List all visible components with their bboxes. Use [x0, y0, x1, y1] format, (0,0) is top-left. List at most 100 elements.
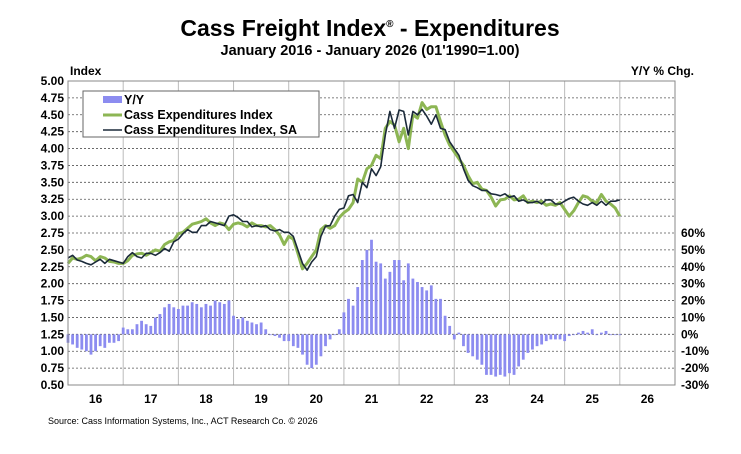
yy-bar: [347, 298, 350, 335]
yy-bar: [374, 261, 378, 335]
yy-bar: [163, 307, 166, 335]
right-tick-label: -10%: [681, 344, 709, 358]
yy-bar: [595, 334, 599, 336]
yy-bar: [255, 324, 258, 335]
legend-label-yy: Y/Y: [124, 93, 145, 107]
yy-bar: [590, 329, 594, 335]
left-tick-label: 1.00: [41, 344, 65, 358]
index-sa-line: [67, 108, 621, 272]
yy-bar: [452, 334, 456, 340]
yy-bar: [287, 334, 291, 342]
yy-bar: [310, 334, 314, 369]
yy-bar: [425, 290, 429, 335]
right-tick-label: 60%: [681, 226, 705, 240]
yy-bar: [485, 334, 488, 375]
yy-bar: [360, 260, 364, 335]
left-tick-label: 2.25: [41, 260, 65, 274]
yy-bar: [135, 324, 139, 335]
yy-bar: [181, 305, 185, 335]
yy-bar: [508, 334, 511, 374]
yy-bar: [259, 322, 263, 335]
yy-bar: [71, 334, 74, 345]
left-tick-label: 5.00: [41, 74, 65, 88]
left-tick-label: 2.50: [41, 243, 65, 257]
x-tick-label: 18: [199, 392, 213, 406]
yy-bar: [567, 334, 571, 337]
right-axis-label: Y/Y % Chg.: [631, 64, 694, 78]
yy-bar: [75, 334, 79, 348]
yy-bar: [563, 334, 567, 342]
yy-bar: [462, 334, 465, 347]
x-tick-label: 19: [254, 392, 268, 406]
yy-bar: [370, 239, 373, 335]
yy-bar: [618, 334, 622, 336]
yy-bar: [494, 334, 498, 377]
chart-title: Cass Freight Index® - Expenditures: [180, 15, 559, 41]
yy-bar: [572, 334, 576, 336]
yy-bar: [333, 334, 337, 336]
yy-bar: [172, 307, 176, 335]
yy-bar: [121, 327, 125, 335]
yy-bar: [144, 324, 148, 335]
yy-bar: [282, 334, 286, 342]
yy-bar: [475, 334, 479, 360]
yy-bar: [503, 334, 507, 377]
left-tick-label: 3.00: [41, 209, 65, 223]
yy-bar: [613, 334, 617, 336]
x-tick-label: 21: [365, 392, 379, 406]
left-tick-label: 2.75: [41, 226, 65, 240]
x-tick-label: 17: [144, 392, 158, 406]
yy-bar: [535, 334, 539, 347]
yy-bar: [94, 334, 97, 352]
yy-bar: [342, 312, 346, 335]
yy-bar: [429, 285, 433, 335]
yy-bar: [291, 334, 295, 347]
x-tick-label: 22: [420, 392, 434, 406]
left-tick-label: 2.00: [41, 277, 65, 291]
legend-label-index: Cass Expenditures Index: [124, 108, 273, 122]
yy-bar: [149, 325, 153, 335]
yy-bar: [158, 314, 162, 335]
yy-bar: [609, 334, 613, 336]
yy-bar: [448, 325, 452, 335]
yy-bar: [526, 334, 530, 353]
yy-bar: [406, 263, 410, 335]
yy-bar: [328, 334, 332, 340]
yy-bar: [222, 303, 226, 335]
x-tick-label: 20: [310, 392, 324, 406]
right-tick-label: 10%: [681, 310, 705, 324]
yy-bar: [218, 302, 222, 335]
yy-bar: [190, 302, 194, 335]
yy-bar: [126, 329, 130, 335]
legend-box: [82, 90, 320, 138]
yy-bar: [232, 315, 235, 335]
yy-bar: [443, 315, 447, 335]
yy-bar: [531, 334, 534, 350]
yy-bar: [439, 298, 442, 335]
yy-bar: [112, 334, 116, 343]
chart-subtitle: January 2016 - January 2026 (01'1990=1.0…: [221, 43, 520, 59]
left-tick-label: 3.50: [41, 175, 65, 189]
x-tick-label: 24: [530, 392, 544, 406]
yy-bar: [213, 300, 217, 335]
yy-bar: [273, 334, 277, 337]
yy-bar: [319, 334, 323, 357]
left-tick-label: 0.50: [41, 378, 65, 392]
yy-bar: [466, 334, 470, 353]
yy-bar: [420, 287, 424, 335]
right-tick-label: -30%: [681, 378, 709, 392]
yy-bar: [498, 334, 502, 375]
left-tick-label: 4.50: [41, 108, 65, 122]
right-tick-label: 50%: [681, 243, 705, 257]
yy-bar: [549, 334, 553, 340]
yy-bar: [471, 334, 475, 357]
yy-bar: [209, 305, 212, 335]
yy-bar: [103, 334, 107, 348]
yy-bar: [480, 334, 484, 365]
yy-bar: [204, 303, 208, 335]
x-tick-label: 26: [641, 392, 655, 406]
legend-swatch-yy: [103, 96, 122, 103]
left-tick-label: 0.75: [41, 361, 65, 375]
x-tick-label: 23: [475, 392, 489, 406]
yy-bar: [434, 298, 438, 335]
